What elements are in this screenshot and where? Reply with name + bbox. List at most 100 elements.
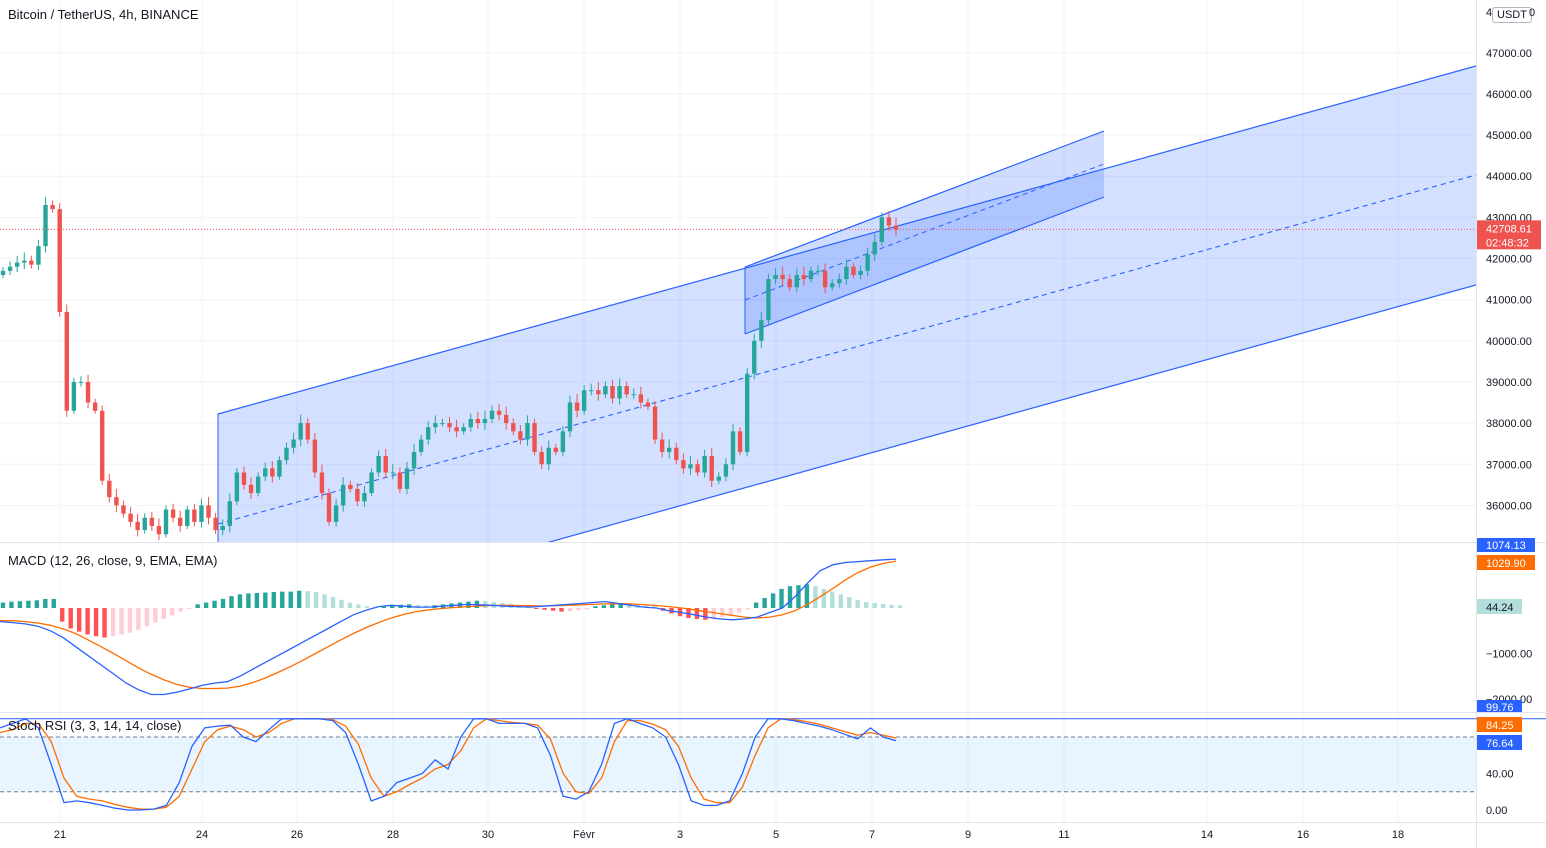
candle xyxy=(312,433,318,478)
macd-hist-bar xyxy=(830,591,835,608)
candle xyxy=(14,255,20,273)
candle-body xyxy=(29,260,34,265)
time-tick-label: 28 xyxy=(387,829,399,841)
macd-hist-bar xyxy=(136,608,141,630)
candle xyxy=(872,233,877,262)
candle xyxy=(893,217,899,237)
candle xyxy=(340,477,346,512)
candle-body xyxy=(107,480,112,498)
candle xyxy=(29,255,34,269)
candle-body xyxy=(787,279,792,288)
candle-body xyxy=(447,423,452,428)
candle-body xyxy=(624,386,629,395)
price-tick-label: 47000.00 xyxy=(1486,48,1532,60)
candle-body xyxy=(440,423,445,425)
candle-body xyxy=(532,423,537,452)
candle-body xyxy=(794,274,799,288)
candle xyxy=(560,425,566,457)
candle-body xyxy=(865,254,870,271)
candle xyxy=(36,239,41,270)
candle xyxy=(773,268,778,285)
signal-value-label: 1029.90 xyxy=(1486,558,1526,570)
macd-hist-bar xyxy=(254,592,260,608)
candle xyxy=(574,394,580,418)
macd-hist-bar xyxy=(847,597,852,608)
candle-body xyxy=(326,493,332,522)
candle-body xyxy=(674,447,679,461)
candle-body xyxy=(220,525,225,531)
candle xyxy=(57,203,62,317)
candle xyxy=(220,519,225,536)
candle xyxy=(213,512,218,535)
currency-button[interactable]: USDT xyxy=(1492,7,1532,23)
stoch-d-badge xyxy=(1477,717,1522,732)
macd-hist-bar xyxy=(34,600,40,608)
candle-body xyxy=(177,517,183,526)
candle-body xyxy=(22,260,27,263)
candle-body xyxy=(503,414,509,424)
candle xyxy=(503,406,509,430)
short-channel-bottom xyxy=(744,196,1105,335)
candle-body xyxy=(716,476,722,481)
macd-hist-bar xyxy=(567,608,573,612)
candle-body xyxy=(631,394,636,396)
candle-body xyxy=(100,410,105,481)
candle-body xyxy=(305,423,310,440)
macd-histogram xyxy=(0,584,903,638)
candle-body xyxy=(57,209,62,312)
candle xyxy=(482,410,488,430)
candle-body xyxy=(270,468,275,477)
macd-hist-bar xyxy=(601,605,607,608)
candle xyxy=(454,419,459,438)
macd-hist-bar xyxy=(364,606,370,608)
candle-body xyxy=(0,270,6,275)
candle xyxy=(815,264,821,276)
candle-body xyxy=(36,246,41,265)
candle xyxy=(163,505,169,538)
time-tick-label: 11 xyxy=(1058,829,1069,841)
macd-hist-bar xyxy=(9,601,14,608)
candle-body xyxy=(844,266,849,280)
candle xyxy=(461,423,466,435)
macd-tick-label: −1000.00 xyxy=(1486,649,1532,661)
candle-body xyxy=(404,468,410,489)
macd-hist-bar xyxy=(550,608,556,611)
macd-hist-bar xyxy=(618,603,623,608)
candle xyxy=(610,379,615,404)
candle xyxy=(255,472,261,497)
candle-body xyxy=(362,493,367,502)
macd-hist-bar xyxy=(576,608,581,611)
candle xyxy=(170,503,176,523)
candle xyxy=(50,200,55,213)
candle xyxy=(270,461,275,483)
candle-body xyxy=(737,431,743,452)
macd-hist-bar xyxy=(381,606,387,608)
candle xyxy=(837,273,842,288)
candle-body xyxy=(199,505,204,522)
macd-hist-bar xyxy=(178,608,183,612)
time-tick-label: 18 xyxy=(1392,829,1404,841)
candle xyxy=(581,385,587,415)
macd-hist-bar xyxy=(821,588,827,608)
candle-body xyxy=(369,472,374,494)
candle-body xyxy=(546,447,551,465)
price-tick-label: 45000.00 xyxy=(1486,130,1532,142)
candle xyxy=(397,467,403,493)
candle xyxy=(369,468,374,497)
candle-body xyxy=(142,517,147,531)
candle xyxy=(319,464,325,500)
macd-hist-bar xyxy=(330,597,336,608)
candle xyxy=(702,449,707,478)
candle xyxy=(737,427,743,456)
candle-body xyxy=(667,447,672,452)
candle-body xyxy=(709,456,714,481)
candle-body xyxy=(496,410,502,415)
candle-body xyxy=(489,410,495,419)
price-tick-label: 42000.00 xyxy=(1486,254,1532,266)
macd-hist-bar xyxy=(762,597,767,608)
candle-body xyxy=(581,390,587,411)
candle xyxy=(830,279,835,291)
candle xyxy=(248,477,254,500)
macd-hist-bar xyxy=(313,592,319,608)
candle xyxy=(107,473,112,503)
